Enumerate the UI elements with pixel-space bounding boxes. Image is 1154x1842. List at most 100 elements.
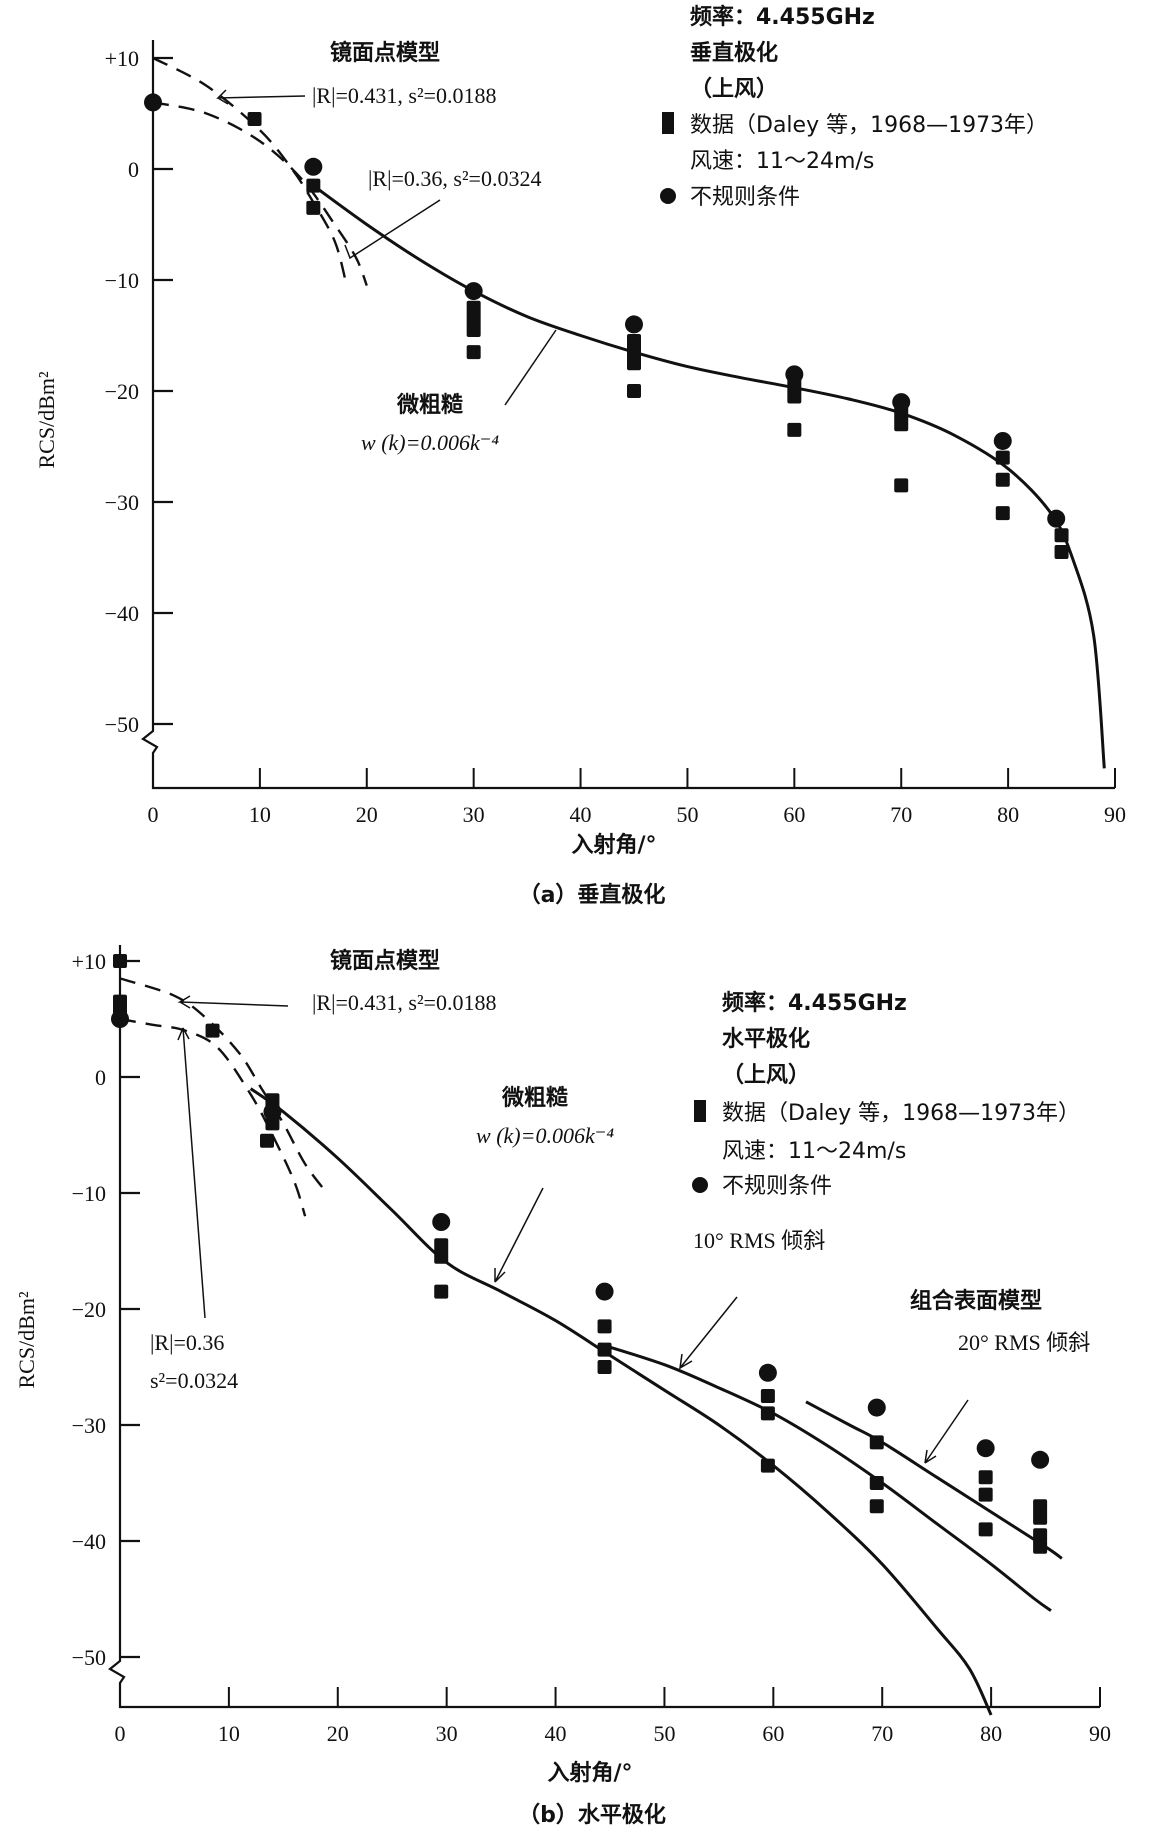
leader-line <box>494 1187 544 1283</box>
data-square-marker <box>1033 1499 1048 1514</box>
data-circle-marker <box>758 1363 777 1382</box>
y-tick-label: +10 <box>105 46 139 71</box>
y-tick-label: −40 <box>105 601 139 626</box>
axes <box>141 40 1115 790</box>
x-tick-label: 50 <box>676 802 698 827</box>
legend-square-icon <box>662 112 674 134</box>
data-square-marker <box>978 1487 993 1502</box>
data-square-marker <box>434 1238 449 1253</box>
x-tick-label: 0 <box>148 802 159 827</box>
legend-line: 频率：4.455GHz <box>722 990 907 1016</box>
legend-irregular-label: 不规则条件 <box>722 1174 832 1199</box>
data-square-marker <box>1054 544 1069 559</box>
y-tick-label: 0 <box>128 157 139 182</box>
annotation-specular-2a: |R|=0.36 <box>150 1330 224 1355</box>
data-square-marker <box>466 345 481 360</box>
annotation-slight-formula: w (k)=0.006k⁻⁴ <box>361 430 499 455</box>
data-circle-marker <box>785 365 804 384</box>
chart-panel-b: +10 0 −10 −20 −30 −40 −50 0 10 20 30 40 50 60 70 80 90 入射… <box>14 945 1111 1828</box>
legend-line: 频率：4.455GHz <box>690 4 875 30</box>
x-tick-label: 30 <box>463 802 485 827</box>
y-tick-label: −30 <box>72 1413 106 1438</box>
data-square-marker <box>894 417 909 432</box>
series-line <box>119 1017 307 1217</box>
series-line <box>152 101 368 286</box>
leader-line <box>344 199 441 260</box>
annotation-slight-title: 微粗糙 <box>396 392 463 418</box>
leader-line <box>216 89 306 105</box>
annotations-a: 镜面点模型 |R|=0.431, s²=0.0188 |R|=0.36, s²=0.… <box>216 40 557 455</box>
leader-line <box>177 1027 206 1319</box>
data-circle-marker <box>993 431 1012 450</box>
series-line <box>598 1342 1052 1612</box>
data-square-marker <box>787 422 802 437</box>
legend-wind-label: 风速：11～24m/s <box>722 1139 906 1164</box>
data-square-marker <box>205 1023 220 1038</box>
annotations-b: 镜面点模型 |R|=0.431, s²=0.0188 |R|=0.36 s²=0.03… <box>150 948 1090 1464</box>
data-square-marker <box>760 1458 775 1473</box>
data-square-marker <box>1033 1539 1048 1554</box>
data-square-marker <box>995 472 1010 487</box>
data-square-marker <box>995 506 1010 521</box>
chart-panel-a: +10 0 −10 −20 −30 −40 −50 0 10 20 30 40 50 60 70 80 90 入射… <box>34 4 1126 908</box>
x-tick-label: 50 <box>653 1721 675 1746</box>
data-square-marker <box>260 1133 274 1148</box>
data-circle-marker <box>595 1282 614 1301</box>
x-tick-label: 80 <box>997 802 1019 827</box>
legend-line: 垂直极化 <box>690 40 778 66</box>
annotation-specular-2: |R|=0.36, s²=0.0324 <box>368 166 541 191</box>
caption: （a）垂直极化 <box>519 882 666 908</box>
x-tick-label: 70 <box>871 1721 893 1746</box>
annotation-specular-title: 镜面点模型 <box>330 948 440 974</box>
legend-data-label: 数据（Daley 等，1968—1973年） <box>722 1101 1080 1126</box>
legend-irregular-label: 不规则条件 <box>690 185 800 210</box>
leader-line <box>924 1399 969 1464</box>
data-square-marker <box>978 1470 993 1485</box>
legend-line: （上风） <box>690 77 778 102</box>
data-circle-marker <box>1031 1450 1050 1469</box>
y-tick-label: −40 <box>72 1529 106 1554</box>
x-tick-label: 40 <box>545 1721 567 1746</box>
series-line <box>805 1400 1063 1560</box>
annotation-composite-title: 组合表面模型 <box>910 1288 1042 1314</box>
annotation-slight-formula: w (k)=0.006k⁻⁴ <box>476 1123 614 1148</box>
data-square-marker <box>869 1476 884 1490</box>
axes <box>108 945 1100 1709</box>
data-square-marker <box>869 1499 884 1514</box>
data-square-marker <box>113 994 127 1009</box>
data-square-marker <box>597 1360 612 1374</box>
leader-line <box>504 329 557 406</box>
y-tick-label: −10 <box>105 268 139 293</box>
data-square-marker <box>787 389 802 404</box>
legend-line: （上风） <box>722 1063 810 1088</box>
leader-line <box>177 995 289 1009</box>
y-axis-label: RCS/dBm² <box>34 371 59 468</box>
x-axis-label: 入射角/° <box>547 1760 632 1786</box>
y-tick-label: −20 <box>72 1297 106 1322</box>
legend-data-label: 数据（Daley 等，1968—1973年） <box>690 113 1048 138</box>
x-tick-label: 0 <box>115 1721 126 1746</box>
legend-line: 水平极化 <box>722 1026 810 1052</box>
caption: （b）水平极化 <box>518 1802 666 1828</box>
data-circle-marker <box>432 1213 451 1231</box>
y-tick-label: −50 <box>105 712 139 737</box>
data-square-marker <box>113 954 127 968</box>
x-tick-label: 60 <box>762 1721 784 1746</box>
x-tick-label: 90 <box>1104 802 1126 827</box>
annotation-tilt20: 20° RMS 倾斜 <box>958 1330 1090 1355</box>
y-tick-label: +10 <box>72 949 106 974</box>
y-tick-label: 0 <box>95 1065 106 1090</box>
data-square-marker <box>627 356 641 371</box>
series-line <box>152 56 347 281</box>
data-square-marker <box>434 1284 449 1299</box>
leader-line <box>678 1296 738 1371</box>
y-tick-label: −10 <box>72 1181 106 1206</box>
data-circle-marker <box>625 315 643 334</box>
x-tick-label: 80 <box>980 1721 1002 1746</box>
annotation-specular-1: |R|=0.431, s²=0.0188 <box>312 990 496 1015</box>
series-line <box>119 977 328 1194</box>
y-axis-label: RCS/dBm² <box>14 1291 39 1388</box>
x-tick-label: 40 <box>570 802 592 827</box>
x-tick-label: 60 <box>783 802 805 827</box>
